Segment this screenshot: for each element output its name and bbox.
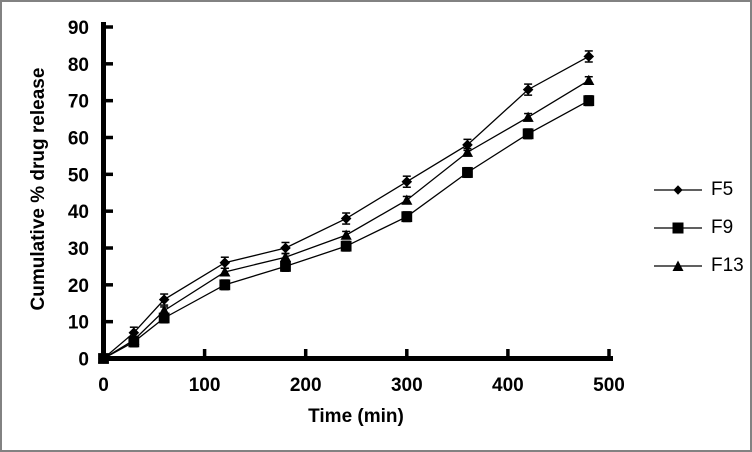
legend-item-f13: F13 <box>654 254 744 278</box>
square-marker-icon <box>654 222 702 234</box>
series-F13 <box>97 74 595 364</box>
x-tick-label: 300 <box>391 375 423 396</box>
legend-label-f9: F9 <box>711 217 734 238</box>
y-axis-title: Cumulative % drug release <box>28 68 49 311</box>
legend: F5 F9 F13 <box>654 178 744 278</box>
legend-label-f5: F5 <box>711 179 734 200</box>
x-tick-label: 500 <box>593 375 625 396</box>
y-tick-label: 90 <box>68 18 89 39</box>
legend-item-f5: F5 <box>654 178 744 202</box>
y-tick-label: 70 <box>68 92 89 113</box>
diamond-marker-icon <box>654 185 702 195</box>
y-tick-label: 20 <box>68 276 89 297</box>
y-tick-label: 50 <box>68 165 89 186</box>
x-tick-label: 100 <box>189 375 221 396</box>
legend-item-f9: F9 <box>654 216 744 240</box>
legend-label-f13: F13 <box>711 255 744 276</box>
triangle-marker-icon <box>654 260 702 271</box>
plot-area: 0 10 20 30 40 50 60 70 80 90 0 100 200 300 400 500 <box>68 18 625 396</box>
y-tick-label: 40 <box>68 202 89 223</box>
series-F5 <box>98 50 595 364</box>
x-axis-title: Time (min) <box>308 406 404 427</box>
y-tick-label: 10 <box>68 313 89 334</box>
x-tick-label: 400 <box>492 375 524 396</box>
y-tick-label: 80 <box>68 55 89 76</box>
tick-labels: 0 10 20 30 40 50 60 70 80 90 0 100 200 300 400 500 <box>68 18 625 396</box>
y-tick-label: 60 <box>68 129 89 150</box>
y-tick-label: 30 <box>68 239 89 260</box>
x-tick-label: 0 <box>98 375 109 396</box>
x-tick-label: 200 <box>290 375 322 396</box>
y-tick-label: 0 <box>78 350 89 371</box>
